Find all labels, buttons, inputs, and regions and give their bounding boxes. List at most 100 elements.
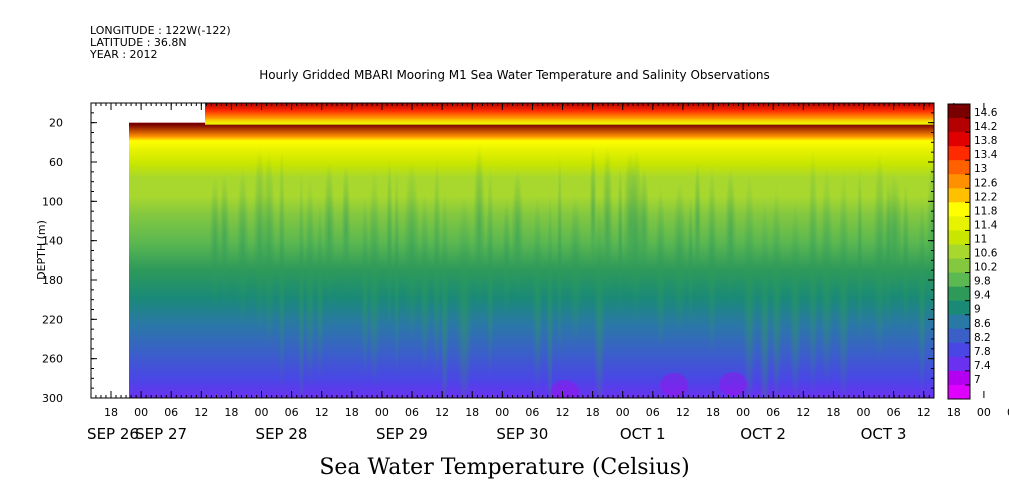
x-day-label: SEP 26 — [87, 425, 139, 443]
x-tick-label: 18 — [947, 406, 961, 419]
colorbar-swatch — [948, 356, 970, 372]
x-tick-label: 06 — [887, 406, 901, 419]
latitude-label: LATITUDE : 36.8N — [90, 36, 187, 49]
colorbar-label: 9 — [974, 304, 981, 316]
x-day-label: SEP 28 — [256, 425, 308, 443]
x-tick-label: 06 — [525, 406, 539, 419]
colorbar-swatch — [948, 272, 970, 288]
x-tick-label: 00 — [857, 406, 871, 419]
x-tick-label: 00 — [977, 406, 991, 419]
x-tick-label: 18 — [224, 406, 238, 419]
colorbar-swatch — [948, 118, 970, 133]
colorbar-label: 12.6 — [974, 177, 998, 189]
colorbar-label: 13.8 — [974, 135, 997, 147]
colorbar-swatch — [948, 160, 970, 175]
x-tick-label: 18 — [465, 406, 479, 419]
x-tick-label: 06 — [285, 406, 299, 419]
x-day-label: OCT 3 — [861, 425, 907, 443]
longitude-label: LONGITUDE : 122W(-122) — [90, 24, 231, 37]
colorbar-swatch — [948, 314, 970, 330]
x-tick-label: 06 — [766, 406, 780, 419]
x-tick-label: 00 — [495, 406, 509, 419]
variable-label: Sea Water Temperature (Celsius) — [319, 455, 690, 480]
colorbar-swatch — [948, 328, 970, 344]
colorbar-swatch — [948, 384, 970, 400]
colorbar-swatch — [948, 230, 970, 245]
colorbar-swatch — [948, 188, 970, 203]
y-axis: 20 60 100 140 180 220 260 300 — [42, 102, 934, 405]
colorbar-label: 13 — [974, 163, 987, 175]
colorbar-label: 10.6 — [974, 248, 998, 260]
x-day-label: SEP 29 — [376, 425, 428, 443]
y-tick-label: 20 — [49, 117, 63, 130]
colorbar: 14.6 14.2 13.8 13.4 13 12.6 12.2 11.8 11.4 11 10.6… — [947, 103, 998, 400]
x-day-label: OCT 2 — [740, 425, 786, 443]
colorbar-label: 14.6 — [974, 107, 998, 119]
plot-area — [91, 103, 934, 398]
colorbar-swatch — [948, 104, 970, 119]
colorbar-label: 7.8 — [974, 346, 991, 358]
x-tick-label: 12 — [796, 406, 810, 419]
colorbar-swatch — [948, 132, 970, 147]
x-tick-label: 18 — [826, 406, 840, 419]
colorbar-label: 7.4 — [974, 360, 991, 372]
x-tick-label: 00 — [134, 406, 148, 419]
colorbar-label: 9.4 — [974, 290, 991, 302]
y-tick-label: 260 — [42, 353, 63, 366]
x-tick-label: 00 — [255, 406, 269, 419]
year-label: YEAR : 2012 — [90, 48, 158, 61]
x-day-label: OCT 1 — [620, 425, 666, 443]
x-tick-label: 00 — [375, 406, 389, 419]
x-tick-label: 06 — [1007, 406, 1009, 419]
y-tick-label: 100 — [42, 195, 63, 208]
x-tick-label: 06 — [405, 406, 419, 419]
y-tick-label: 220 — [42, 313, 63, 326]
y-tick-label: 180 — [42, 274, 63, 287]
colorbar-swatch — [948, 258, 970, 274]
y-tick-label: 140 — [42, 235, 63, 248]
x-tick-label: 12 — [556, 406, 570, 419]
x-tick-label: 06 — [164, 406, 178, 419]
x-tick-label: 06 — [646, 406, 660, 419]
colorbar-swatch — [948, 174, 970, 189]
colorbar-label: 11 — [974, 233, 987, 245]
x-day-label: SEP 27 — [135, 425, 187, 443]
x-day-label: SEP 30 — [496, 425, 548, 443]
colorbar-swatch — [948, 342, 970, 358]
colorbar-label: 7 — [974, 374, 981, 386]
x-tick-label: 18 — [706, 406, 720, 419]
colorbar-swatch — [948, 146, 970, 161]
x-axis: 18 00 06 12 18 00 06 12 18 00 06 12 18 00 06 12 18 00 06 12… — [87, 103, 1009, 443]
colorbar-swatch — [948, 202, 970, 217]
x-tick-label: 12 — [676, 406, 690, 419]
x-tick-label: 12 — [435, 406, 449, 419]
y-axis-label: DEPTH (m) — [35, 220, 48, 280]
chart-title: Hourly Gridded MBARI Mooring M1 Sea Wate… — [259, 68, 770, 82]
x-tick-label: 18 — [104, 406, 118, 419]
colorbar-label: 8.6 — [974, 318, 991, 330]
colorbar-swatch — [948, 244, 970, 260]
colorbar-swatch — [948, 216, 970, 231]
colorbar-label: 14.2 — [974, 121, 997, 133]
x-tick-label: 18 — [345, 406, 359, 419]
y-tick-label: 60 — [49, 156, 63, 169]
colorbar-label: 11.8 — [974, 205, 997, 217]
x-tick-label: 18 — [586, 406, 600, 419]
colorbar-label: 8.2 — [974, 332, 991, 344]
colorbar-swatch — [948, 286, 970, 302]
colorbar-label: 12.2 — [974, 191, 997, 203]
colorbar-label: 13.4 — [974, 149, 998, 161]
colorbar-swatch — [948, 370, 970, 386]
y-tick-label: 300 — [42, 392, 63, 405]
x-tick-label: 12 — [194, 406, 208, 419]
warm-surface-layer — [205, 103, 934, 125]
x-tick-label: 00 — [736, 406, 750, 419]
colorbar-label: 9.8 — [974, 276, 991, 288]
x-tick-label: 12 — [917, 406, 931, 419]
x-tick-label: 12 — [315, 406, 329, 419]
colorbar-label: 11.4 — [974, 219, 998, 231]
colorbar-label: 10.2 — [974, 262, 997, 274]
colorbar-swatch — [948, 300, 970, 316]
x-tick-label: 00 — [616, 406, 630, 419]
